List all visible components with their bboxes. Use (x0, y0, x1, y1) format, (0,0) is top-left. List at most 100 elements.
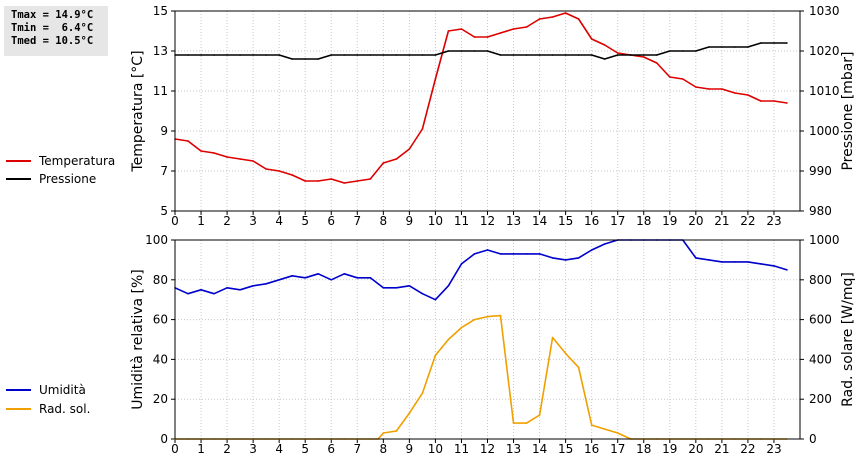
umidit-point (265, 282, 267, 285)
hum-xtick-label: 12 (480, 442, 495, 456)
hum-ytick-right-label: 600 (809, 313, 832, 327)
hum-xtick-label: 14 (532, 442, 547, 456)
tmax-text: Tmax = 14.9°C (11, 9, 94, 21)
pressione-point (525, 54, 528, 56)
rad-sol-point (395, 430, 398, 432)
rad-sol-point (603, 428, 606, 430)
hum-xtick-label: 5 (301, 442, 309, 456)
temp-xtick-label: 17 (610, 214, 625, 228)
temp-ytick-label: 9 (160, 124, 168, 138)
temp-ylabel: Temperatura [°C] (130, 50, 146, 172)
temp-xtick-label: 20 (688, 214, 703, 228)
pressione-point (629, 54, 632, 56)
temperatura-point (447, 30, 450, 32)
rad-sol-point (564, 352, 567, 355)
umidit-point (395, 286, 398, 289)
temperatura-point (642, 56, 645, 58)
temperatura-point (655, 62, 658, 64)
rad-sol-point (382, 432, 385, 434)
temperatura-point (408, 148, 411, 150)
pressione-point (200, 54, 202, 56)
temperatura-point (747, 94, 749, 96)
rad-sol-point (486, 315, 489, 318)
hum-xtick-label: 17 (610, 442, 625, 456)
umidit-point (304, 277, 307, 279)
umidit-point (343, 273, 346, 275)
rad-sol-point (460, 326, 463, 329)
hum-xtick-label: 13 (506, 442, 521, 456)
temperatura-point (434, 78, 437, 80)
temperatura-point (200, 150, 202, 152)
hum-ytick-label: 100 (145, 233, 168, 247)
stats-box: Tmax = 14.9°C Tmin = 6.4°C Tmed = 10.5°C (4, 6, 108, 56)
hum-ytick-label: 80 (153, 273, 168, 287)
temperatura-point (708, 88, 710, 90)
umidit-point (460, 263, 463, 265)
umidit-point (434, 298, 437, 301)
temperatura-point (291, 174, 293, 176)
pressione-point (603, 58, 606, 60)
pressione-point (786, 42, 788, 44)
rad-sol-point (447, 338, 450, 341)
umidit-point (577, 257, 580, 259)
pressione-point (447, 50, 450, 52)
rad-sol-legend-label: Rad. sol. (39, 402, 90, 416)
temp-xtick-label: 12 (480, 214, 495, 228)
pressione-point (551, 54, 554, 56)
hum-xtick-label: 11 (454, 442, 469, 456)
temperatura-point (460, 28, 463, 30)
pressione-point (317, 58, 320, 60)
pressione-point (421, 54, 424, 56)
temperatura-point (304, 180, 307, 182)
temperatura-point (603, 44, 606, 46)
temp-xtick-label: 13 (506, 214, 521, 228)
hum-ytick-label: 20 (153, 392, 168, 406)
temp-xtick-label: 1 (197, 214, 205, 228)
pressione-point (773, 42, 775, 44)
pressione-point (538, 54, 541, 56)
hum-xtick-label: 16 (584, 442, 599, 456)
temperatura-point (421, 128, 424, 130)
temperatura-point (682, 78, 684, 80)
umidit-point (538, 253, 541, 255)
temp-xtick-label: 23 (766, 214, 781, 228)
temperatura-point (369, 178, 372, 180)
temperatura-point (252, 160, 254, 162)
umidit-point (551, 257, 554, 259)
temperatura-point (577, 18, 580, 20)
temp-xtick-label: 8 (380, 214, 388, 228)
temperatura-point (512, 28, 515, 30)
umidit-point (760, 263, 762, 265)
rad-sol-point (525, 422, 528, 424)
temperatura-point (486, 36, 489, 38)
temp-ytick-right-label: 1000 (809, 124, 840, 138)
hum-ytick-right-label: 800 (809, 273, 832, 287)
temperatura-point (525, 26, 528, 28)
hum-xtick-label: 19 (662, 442, 677, 456)
hum-ytick-right-label: 0 (809, 432, 817, 446)
umidit-legend-label: Umidità (39, 383, 86, 397)
temp-xtick-label: 21 (714, 214, 729, 228)
temperatura-point (278, 170, 280, 172)
temperatura-point (265, 168, 267, 170)
temperatura-series-line (174, 12, 788, 184)
temperatura-point (695, 86, 697, 88)
rad-sol-point (421, 392, 424, 395)
umidit-point (187, 292, 189, 295)
temp-ytick-right-label: 980 (809, 204, 832, 218)
pressione-point (369, 54, 372, 56)
umidit-point (721, 261, 723, 263)
pressione-series-line (175, 42, 787, 60)
umidit-point (408, 284, 411, 287)
tmed-text: Tmed = 10.5°C (11, 35, 94, 47)
temp-plot-frame (174, 10, 801, 212)
temperatura-point (317, 180, 320, 182)
pressione-point (721, 46, 723, 48)
temperatura-point (760, 100, 762, 102)
temp-ytick-label: 11 (153, 84, 168, 98)
hum-ylabel: Umidità relativa [%] (130, 269, 146, 410)
umidit-point (708, 259, 710, 261)
pressione-point (760, 42, 762, 44)
pressione-point (486, 50, 489, 52)
